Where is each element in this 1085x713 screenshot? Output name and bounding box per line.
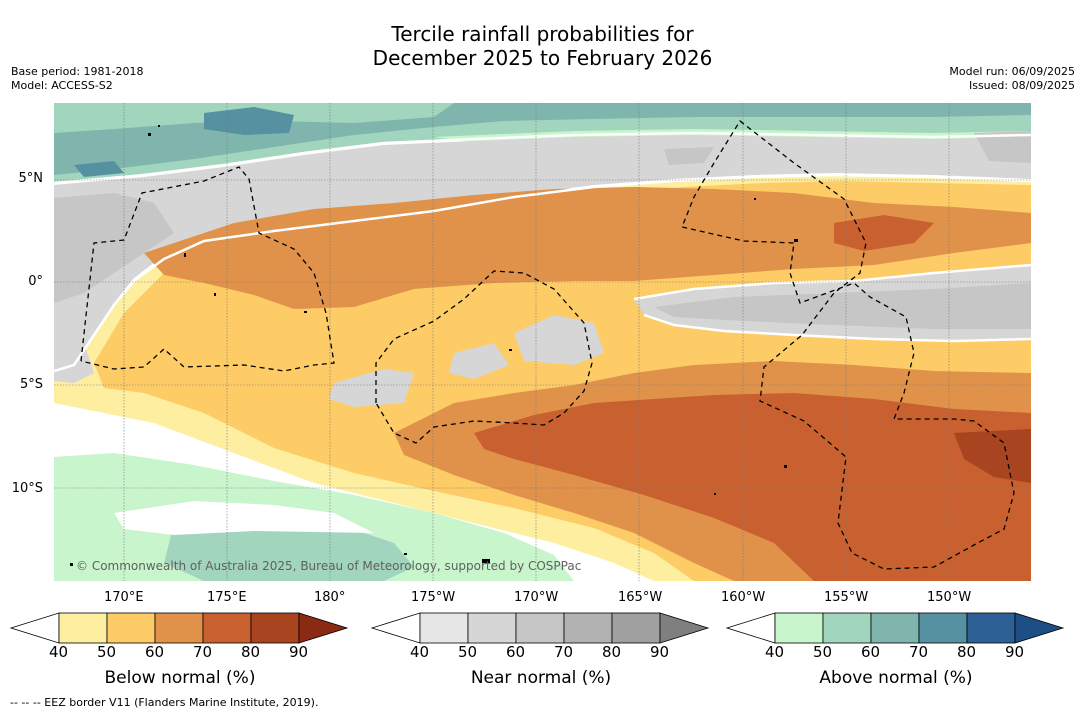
lon-label-150w: 150°W xyxy=(927,590,972,605)
colorbar-below-swatches xyxy=(10,612,349,644)
cb-below-tick-40: 40 xyxy=(49,643,69,661)
colorbar-near-swatch xyxy=(419,612,469,644)
colorbar-near-high-arrow xyxy=(659,612,710,644)
colorbar-below-swatch xyxy=(154,612,204,644)
colorbar-above-title: Above normal (%) xyxy=(819,668,973,688)
lon-label-175w: 175°W xyxy=(411,590,456,605)
colorbar-near-title: Near normal (%) xyxy=(470,668,612,688)
cb-below-tick-50: 50 xyxy=(97,643,117,661)
issued-date: Issued: 08/09/2025 xyxy=(968,79,1075,92)
island-markers xyxy=(70,125,798,566)
meta-right: Model run: 06/09/2025 Issued: 08/09/2025 xyxy=(949,65,1075,93)
cb-below-tick-70: 70 xyxy=(193,643,213,661)
colorbar-above-swatch xyxy=(774,612,824,644)
base-period: Base period: 1981-2018 xyxy=(11,65,144,78)
colorbar-below-swatch xyxy=(250,612,300,644)
colorbar-above-swatch xyxy=(822,612,872,644)
map-title: Tercile rainfall probabilities for Decem… xyxy=(0,22,1085,70)
near-normal-north xyxy=(54,135,1031,371)
lon-label-155w: 155°W xyxy=(824,590,869,605)
meta-left: Base period: 1981-2018 Model: ACCESS-S2 xyxy=(11,65,143,93)
cb-below-tick-90: 90 xyxy=(289,643,309,661)
cb-above-tick-60: 60 xyxy=(861,643,881,661)
copyright-text: © Commonwealth of Australia 2025, Bureau… xyxy=(76,559,581,573)
map-gridlines xyxy=(54,103,1031,581)
model-run: Model run: 06/09/2025 xyxy=(949,65,1075,78)
above-normal-70-north-b xyxy=(74,161,124,177)
cb-above-tick-40: 40 xyxy=(765,643,785,661)
colorbar-below-swatch xyxy=(106,612,156,644)
colorbar-near-low-arrow xyxy=(371,612,421,644)
lat-label-0: 0° xyxy=(28,274,43,289)
colorbar-near-swatch xyxy=(611,612,661,644)
lat-label-5n: 5°N xyxy=(18,171,44,186)
cb-below-tick-80: 80 xyxy=(241,643,261,661)
colorbar-below-swatch xyxy=(58,612,108,644)
colorbar-below-swatch xyxy=(202,612,252,644)
cb-below-tick-60: 60 xyxy=(145,643,165,661)
colorbar-above-swatches xyxy=(726,612,1065,644)
cb-near-tick-80: 80 xyxy=(602,643,622,661)
colorbar-below-high-arrow xyxy=(298,612,349,644)
title-line-2: December 2025 to February 2026 xyxy=(372,46,713,70)
below-normal-70-north-band xyxy=(144,187,1031,309)
colorbar-above-low-arrow xyxy=(726,612,776,644)
lat-label-10s: 10°S xyxy=(11,481,43,496)
eez-footnote: -- -- -- EEZ border V11 (Flanders Marine… xyxy=(10,696,319,709)
lon-label-165w: 165°W xyxy=(618,590,663,605)
lon-label-170e: 170°E xyxy=(104,590,144,605)
title-line-1: Tercile rainfall probabilities for xyxy=(391,22,694,46)
below-normal-80-north-patch xyxy=(834,215,934,251)
rainfall-probability-map: © Commonwealth of Australia 2025, Bureau… xyxy=(54,103,1031,581)
model-name: Model: ACCESS-S2 xyxy=(11,79,113,92)
above-normal-white-gap xyxy=(114,501,374,535)
colorbar-above-swatch xyxy=(918,612,968,644)
lon-label-160w: 160°W xyxy=(721,590,766,605)
near-normal-mid-patch-b xyxy=(449,343,509,379)
lon-label-175e: 175°E xyxy=(207,590,247,605)
colorbar-above-high-arrow xyxy=(1014,612,1065,644)
cb-above-tick-90: 90 xyxy=(1005,643,1025,661)
eez-borders xyxy=(80,120,1015,570)
colorbar-near-swatch xyxy=(563,612,613,644)
near-normal-north-dark xyxy=(54,193,174,303)
near-normal-mid-patch xyxy=(514,315,604,365)
near-normal-mid-patch-c xyxy=(329,369,414,407)
cb-near-tick-40: 40 xyxy=(410,643,430,661)
colorbar-below-low-arrow xyxy=(10,612,60,644)
lon-label-180: 180° xyxy=(314,590,346,605)
below-normal-80-south xyxy=(474,393,1031,581)
near-normal-north-patch xyxy=(664,147,714,165)
colorbar-above-swatch xyxy=(870,612,920,644)
cb-near-tick-90: 90 xyxy=(650,643,670,661)
colorbar-near-normal xyxy=(371,612,710,644)
colorbar-near-swatch xyxy=(467,612,517,644)
colorbar-near-swatches xyxy=(371,612,710,644)
colorbar-above-swatch xyxy=(966,612,1016,644)
near-normal-south-dark xyxy=(654,283,1031,329)
colorbar-near-swatch xyxy=(515,612,565,644)
lat-label-5s: 5°S xyxy=(19,377,43,392)
cb-near-tick-50: 50 xyxy=(458,643,478,661)
cb-near-tick-70: 70 xyxy=(554,643,574,661)
lon-label-170w: 170°W xyxy=(514,590,559,605)
colorbar-above-normal xyxy=(726,612,1065,644)
below-normal-90-south xyxy=(954,429,1031,483)
cb-above-tick-80: 80 xyxy=(957,643,977,661)
cb-near-tick-60: 60 xyxy=(506,643,526,661)
colorbar-below-title: Below normal (%) xyxy=(104,668,256,688)
cb-above-tick-70: 70 xyxy=(909,643,929,661)
above-normal-70-north xyxy=(204,107,294,135)
cb-above-tick-50: 50 xyxy=(813,643,833,661)
colorbar-below-normal xyxy=(10,612,349,644)
near-normal-north-patch-b xyxy=(974,131,1031,163)
